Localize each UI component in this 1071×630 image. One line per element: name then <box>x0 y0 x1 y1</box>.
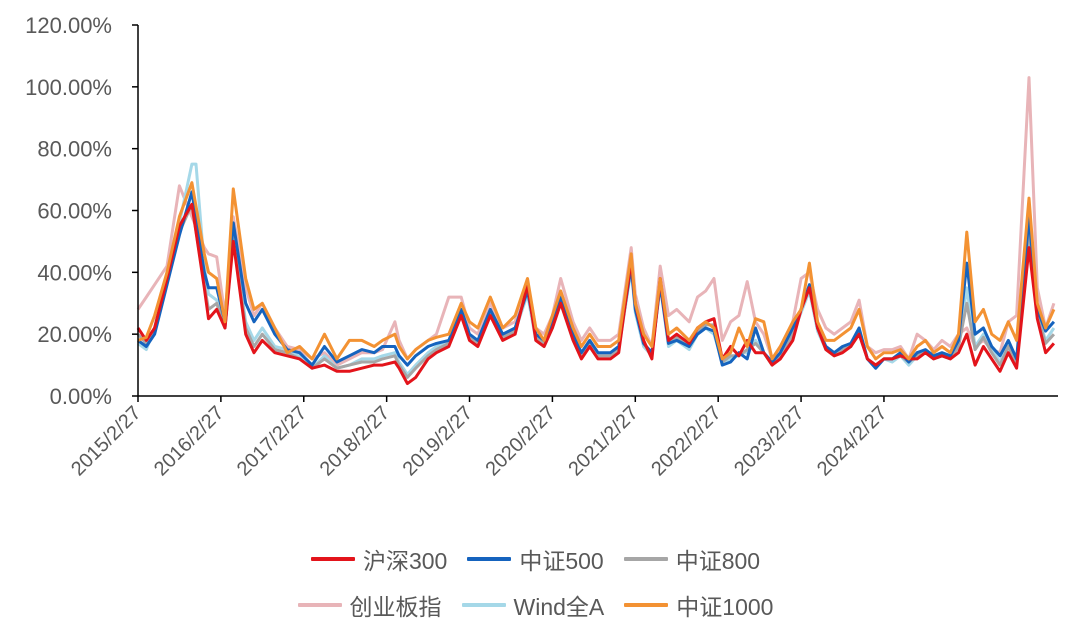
legend-label-winda: Wind全A <box>513 594 605 620</box>
series-line-5 <box>137 181 1056 361</box>
x-axis: 2015/2/27 2016/2/27 2017/2/27 2018/2/27 2019… <box>67 396 891 480</box>
x-tick-label: 2015/2/27 <box>67 402 145 480</box>
legend: 沪深300 中证500 中证800 创业板指 Wind全A 中证1000 <box>0 536 1071 628</box>
x-tick-label: 2024/2/27 <box>813 402 891 480</box>
y-axis: 0.00% 20.00% 40.00% 60.00% 80.00% 100.00% 120.… <box>25 13 138 409</box>
x-tick-label: 2017/2/27 <box>233 402 311 480</box>
legend-label-zz500: 中证500 <box>519 548 604 574</box>
x-tick-label: 2019/2/27 <box>399 402 477 480</box>
legend-item-zz1000[interactable]: 中证1000 <box>624 588 773 622</box>
legend-label-zz1000: 中证1000 <box>676 594 774 620</box>
legend-swatch-zz1000 <box>624 603 669 607</box>
x-tick-label: 2016/2/27 <box>150 402 228 480</box>
legend-item-winda[interactable]: Wind全A <box>461 588 605 622</box>
legend-item-zz800[interactable]: 中证800 <box>623 542 761 576</box>
axes-lines <box>137 25 1058 397</box>
legend-label-hs300: 沪深300 <box>362 548 448 574</box>
legend-swatch-zz500 <box>467 557 512 561</box>
legend-swatch-hs300 <box>310 557 355 561</box>
x-tick-label: 2018/2/27 <box>316 402 394 480</box>
legend-row-1: 沪深300 中证500 中证800 <box>0 536 1071 582</box>
legend-swatch-zz800 <box>623 557 668 561</box>
legend-row-2: 创业板指 Wind全A 中证1000 <box>0 582 1071 628</box>
legend-item-zz500[interactable]: 中证500 <box>467 542 604 576</box>
series-line-3 <box>136 76 1056 367</box>
series-lines <box>136 76 1056 386</box>
x-tick-label: 2020/2/27 <box>481 402 559 480</box>
y-tick-label: 60.00% <box>37 199 112 224</box>
y-tick-label: 120.00% <box>25 13 112 38</box>
y-tick-label: 20.00% <box>37 322 112 347</box>
legend-swatch-cyb <box>297 603 342 607</box>
line-chart: 0.00% 20.00% 40.00% 60.00% 80.00% 100.00% 120.… <box>25 13 1058 480</box>
x-tick-label: 2023/2/27 <box>730 402 808 480</box>
y-tick-label: 80.00% <box>37 137 112 162</box>
y-tick-label: 40.00% <box>37 260 112 285</box>
x-tick-label: 2021/2/27 <box>564 402 642 480</box>
legend-label-cyb: 创业板指 <box>349 594 442 620</box>
y-tick-label: 100.00% <box>25 75 112 100</box>
legend-item-hs300[interactable]: 沪深300 <box>310 542 448 576</box>
legend-label-zz800: 中证800 <box>675 548 761 574</box>
x-tick-label: 2022/2/27 <box>647 402 725 480</box>
y-tick-label: 0.00% <box>50 384 112 409</box>
legend-item-cyb[interactable]: 创业板指 <box>297 588 442 622</box>
legend-swatch-winda <box>461 603 506 607</box>
